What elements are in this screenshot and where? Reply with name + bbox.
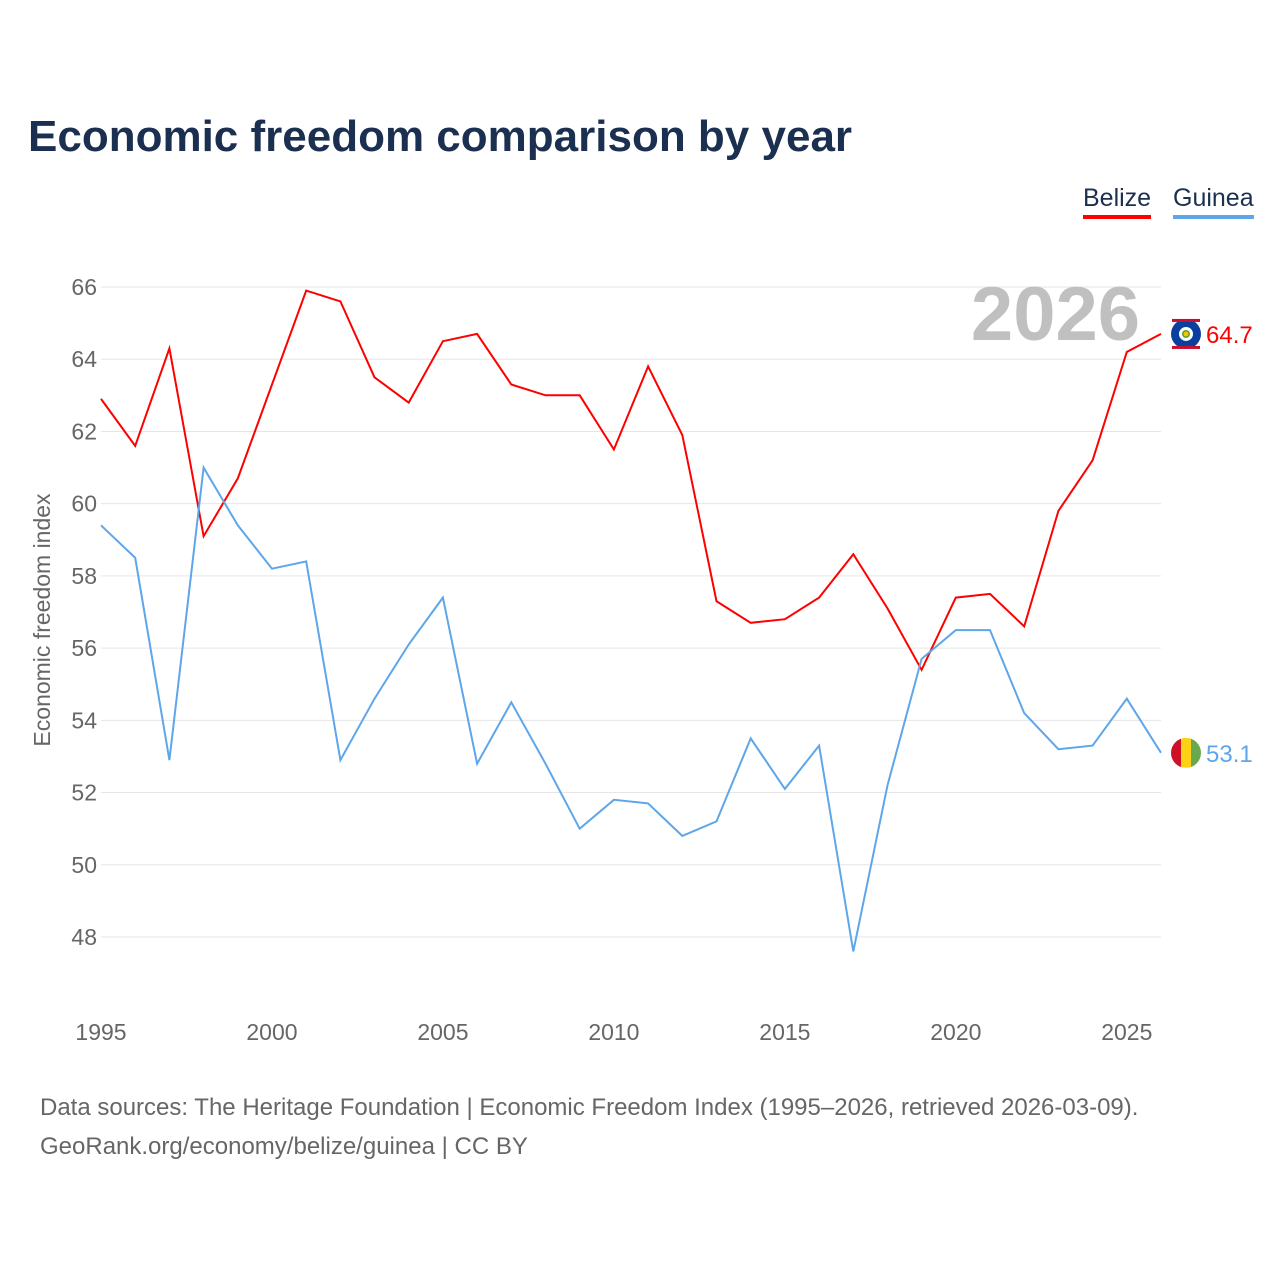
x-tick-label: 2005 [417,1019,468,1045]
end-value-label-belize: 64.7 [1206,322,1253,349]
y-tick-label: 58 [71,563,97,589]
series-line-belize [100,289,1162,672]
x-tick-label: 2010 [588,1019,639,1045]
series-line-guinea [100,464,1162,952]
y-tick-label: 66 [71,274,97,300]
y-tick-label: 56 [71,635,97,661]
chart-title: Economic freedom comparison by year [28,112,853,161]
y-tick-label: 50 [71,852,97,878]
x-tick-label: 2015 [759,1019,810,1045]
end-value-label-guinea: 53.1 [1206,741,1253,768]
source-line-1: Data sources: The Heritage Foundation | … [40,1094,1139,1121]
y-axis-label: Economic freedom index [29,493,55,747]
source-line-2[interactable]: GeoRank.org/economy/belize/guinea | CC B… [40,1133,528,1160]
source-note: Data sources: The Heritage Foundation | … [40,1088,1138,1166]
legend-guinea[interactable]: Guinea [1173,184,1254,219]
x-tick-label: 2000 [246,1019,297,1045]
y-tick-label: 52 [71,780,97,806]
x-tick-label: 2020 [930,1019,981,1045]
y-tick-label: 62 [71,418,97,444]
legend-belize[interactable]: Belize [1083,184,1152,219]
y-tick-label: 64 [71,346,97,372]
year-watermark: 2026 [971,272,1140,357]
belize-flag-icon [1171,318,1201,349]
guinea-flag-icon [1171,737,1201,768]
y-tick-label: 48 [71,924,97,950]
x-tick-label: 2025 [1101,1019,1152,1045]
x-tick-label: 1995 [75,1019,126,1045]
y-tick-label: 54 [71,707,97,733]
y-tick-label: 60 [71,491,97,517]
